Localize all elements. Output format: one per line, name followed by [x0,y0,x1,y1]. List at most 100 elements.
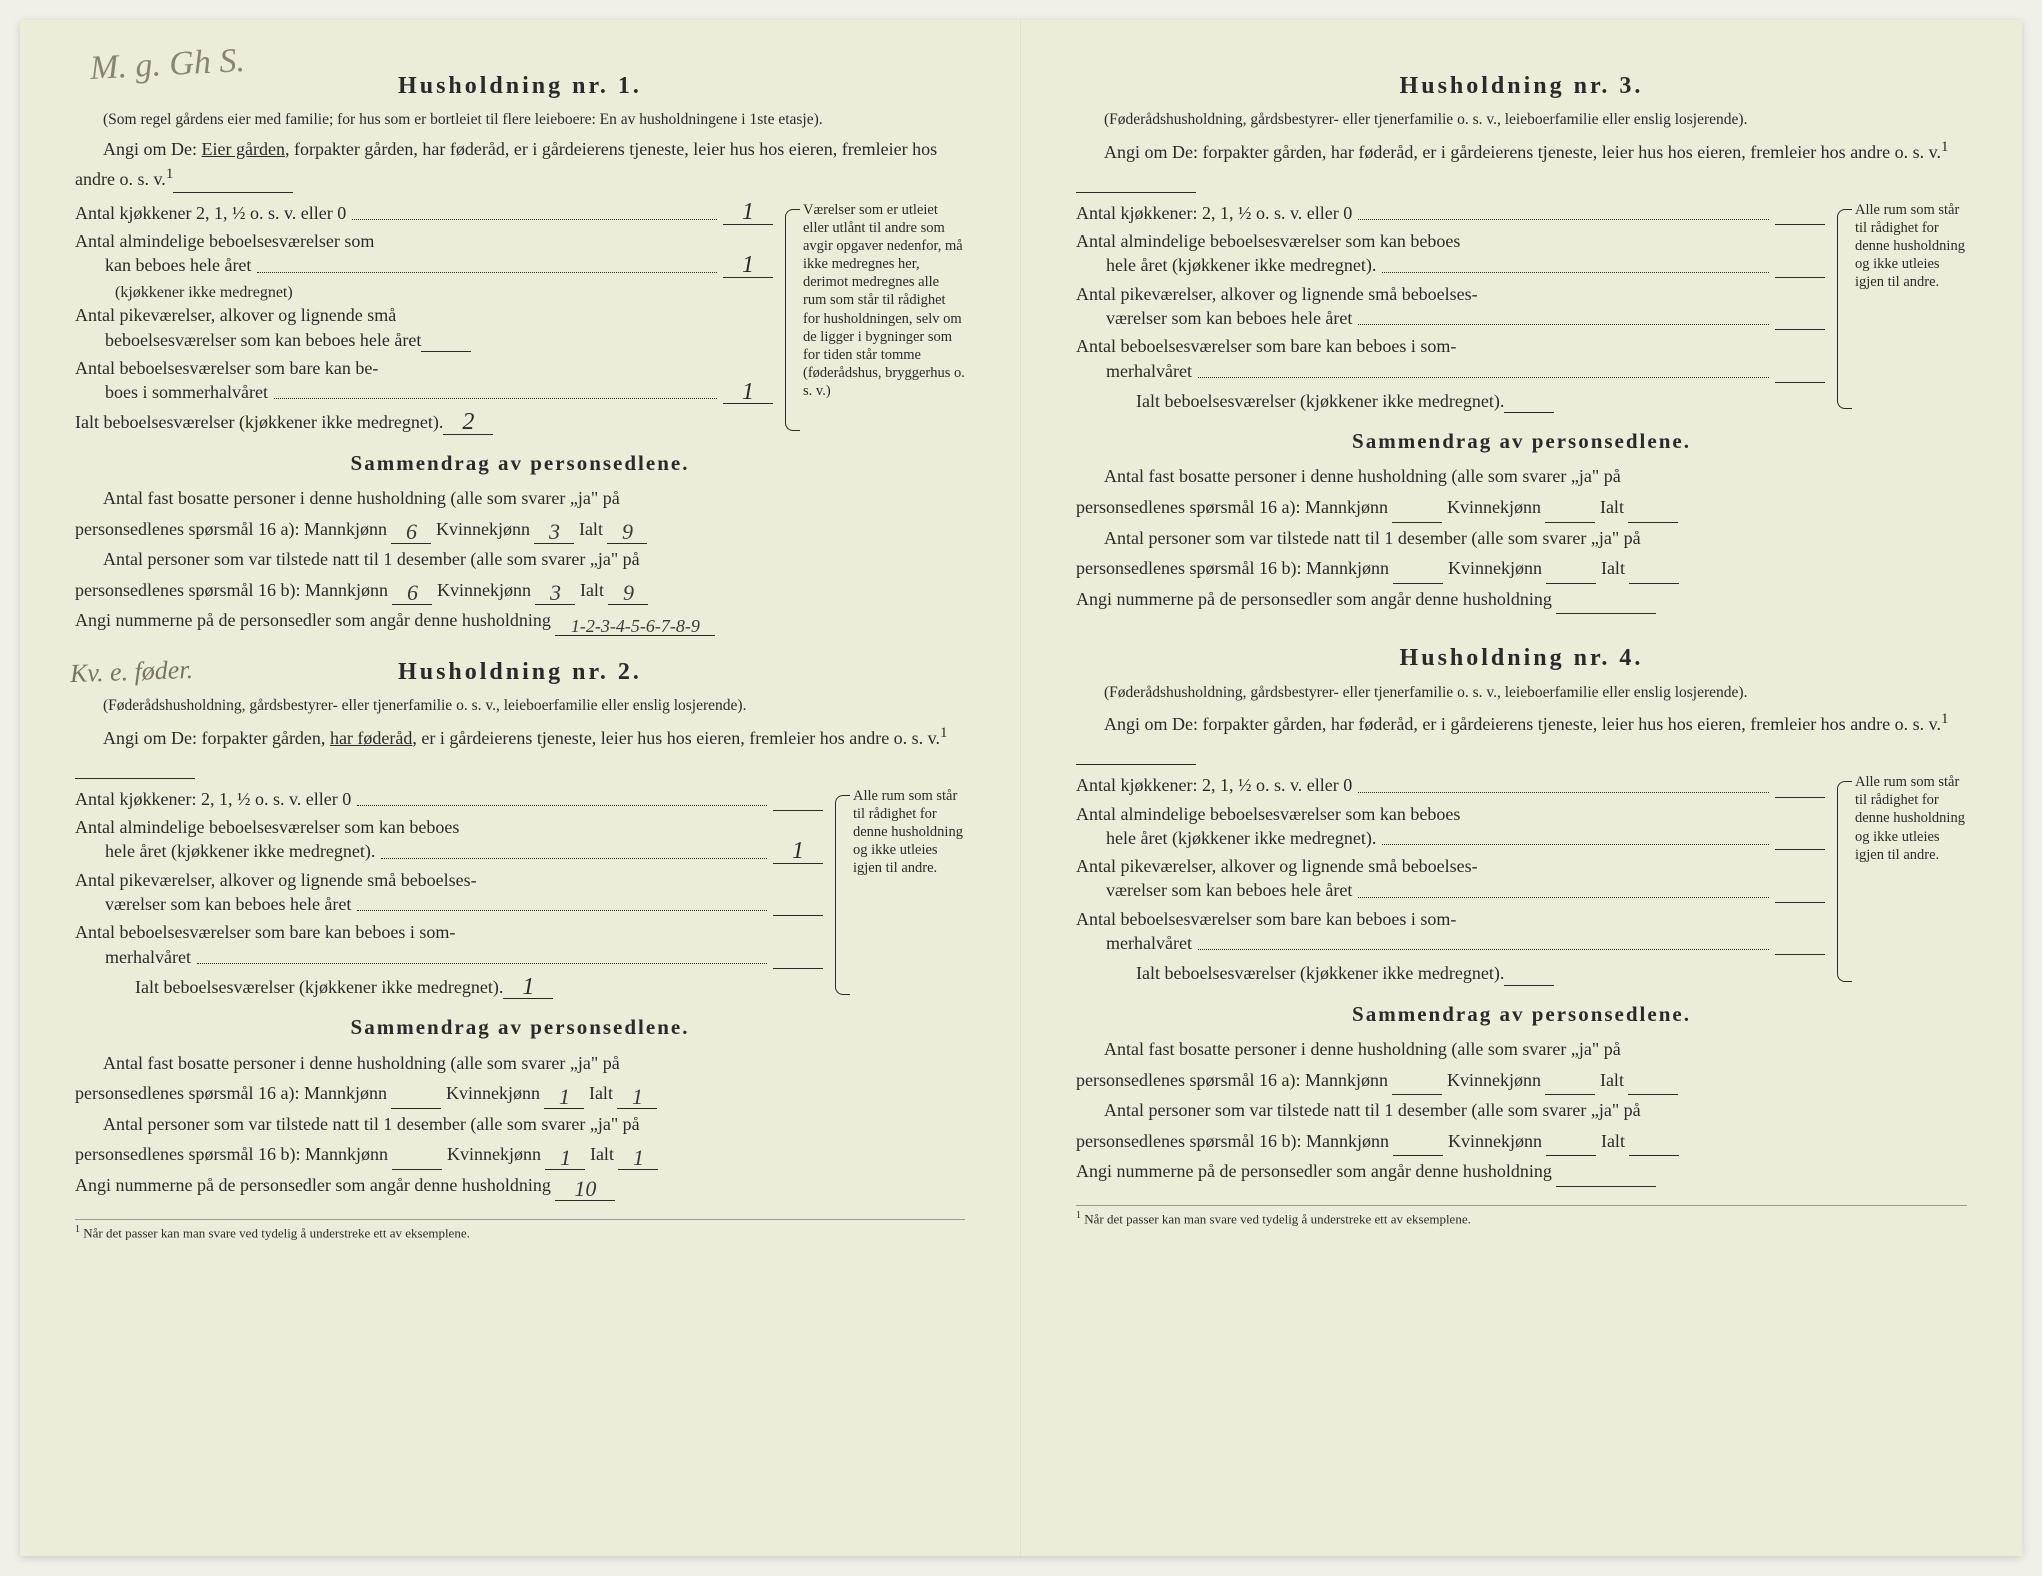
h1-rows-left: Antal kjøkkener 2, 1, ½ o. s. v. eller 0… [75,201,773,439]
h4-nums-label: Angi nummerne på de personsedler som ang… [1076,1161,1552,1181]
h2-nums-label: Angi nummerne på de personsedler som ang… [75,1175,551,1195]
h1-mann-b: 6 [392,582,432,605]
h4-summer-val [1775,954,1825,955]
h1-pike-a: Antal pikeværelser, alkover og lignende … [75,305,396,325]
h3-nums: Angi nummerne på de personsedler som ang… [1076,584,1967,615]
h3-kitchens-label: Antal kjøkkener: 2, 1, ½ o. s. v. eller … [1076,201,1352,225]
h4-angi: Angi om De: forpakter gården, har føderå… [1076,708,1967,765]
h4-kitchens-val [1775,797,1825,798]
footnote-left: 1 Når det passer kan man svare ved tydel… [75,1219,965,1242]
h4-note: (Føderådshusholdning, gårdsbestyrer- ell… [1076,683,1967,702]
h2-title: Husholdning nr. 2. [75,656,965,688]
h3-kvinne-label: Kvinnekjønn [1447,497,1541,517]
h2-ialt-a: 1 [617,1086,657,1109]
h2-rows: Antal kjøkkener: 2, 1, ½ o. s. v. eller … [75,787,965,1003]
h1-ialt-label: Ialt [579,519,603,539]
h2-rooms-a: Antal almindelige beboelsesværelser som … [75,817,459,837]
h4-sum-l2b: personsedlenes spørsmål 16 b): Mannkjønn… [1076,1126,1967,1157]
h4-sum-l2-post: personsedlenes spørsmål 16 b): Mannkjønn [1076,1131,1389,1151]
h2-kitchens-label: Antal kjøkkener: 2, 1, ½ o. s. v. eller … [75,787,351,811]
h1-kvinne-label: Kvinnekjønn [436,519,530,539]
h4-sum-l1-post: personsedlenes spørsmål 16 a): Mannkjønn [1076,1070,1388,1090]
h1-nums-label: Angi nummerne på de personsedler som ang… [75,610,551,630]
h4-kitchens-label: Antal kjøkkener: 2, 1, ½ o. s. v. eller … [1076,773,1352,797]
h1-summer-val: 1 [723,382,773,405]
h1-kvinne-a: 3 [534,521,574,544]
h1-sum-l2: Antal personer som var tilstede natt til… [75,544,965,575]
h1-trail [173,192,293,193]
h3-rooms-a: Antal almindelige beboelsesværelser som … [1076,231,1460,251]
h4-total-val [1504,985,1554,986]
h2-sum-l1b: personsedlenes spørsmål 16 a): Mannkjønn… [75,1078,965,1109]
h2-kitchens-val [773,810,823,811]
h4-pike-b: værelser som kan beboes hele året [1076,878,1352,902]
h1-mann-a: 6 [391,521,431,544]
h4-pike-a: Antal pikeværelser, alkover og lignende … [1076,856,1478,876]
footnote-right: 1 Når det passer kan man svare ved tydel… [1076,1205,1967,1228]
h1-sum-l2-pre: Antal personer som var tilstede natt til… [103,549,640,569]
h1-rooms-b: kan beboes hele året [75,253,251,277]
h2-nums-val: 10 [555,1178,615,1201]
h4-sum-l2: Antal personer som var tilstede natt til… [1076,1095,1967,1126]
h1-kitchens-label: Antal kjøkkener 2, 1, ½ o. s. v. eller 0 [75,201,346,225]
h1-sum-l1-post: personsedlenes spørsmål 16 a): Mannkjønn [75,519,387,539]
h3-sum-l2b: personsedlenes spørsmål 16 b): Mannkjønn… [1076,553,1967,584]
h2-ialt-label: Ialt [589,1083,613,1103]
h1-total-val: 2 [443,412,493,435]
h4-sum-l1b: personsedlenes spørsmål 16 a): Mannkjønn… [1076,1065,1967,1096]
h2-total-label: Ialt beboelsesværelser (kjøkkener ikke m… [135,975,503,999]
h4-rooms-a: Antal almindelige beboelsesværelser som … [1076,804,1460,824]
h3-sum-l1-pre: Antal fast bosatte personer i denne hush… [1104,466,1621,486]
h1-ialt-b: 9 [608,582,648,605]
h2-pike-val [773,915,823,916]
h3-sum-l1b: personsedlenes spørsmål 16 a): Mannkjønn… [1076,492,1967,523]
h4-kvinne-label2: Kvinnekjønn [1448,1131,1542,1151]
h3-sum-l2: Antal personer som var tilstede natt til… [1076,523,1967,554]
h3-sup: 1 [1941,139,1949,155]
h1-rooms-sub: (kjøkkener ikke medregnet) [75,282,773,304]
h3-nums-val [1556,613,1656,614]
footnote-num-r: 1 [1076,1210,1081,1221]
h1-rooms-val: 1 [723,255,773,278]
h2-sum-l2: Antal personer som var tilstede natt til… [75,1109,965,1140]
h2-ialt-b: 1 [618,1147,658,1170]
h3-angi: Angi om De: forpakter gården, har føderå… [1076,136,1967,193]
h2-pike-a: Antal pikeværelser, alkover og lignende … [75,870,477,890]
h3-kitchens-val [1775,224,1825,225]
section-h2: Husholdning nr. 2. (Føderådshusholdning,… [75,656,965,1200]
h2-sup: 1 [940,725,948,741]
h2-trail [75,778,195,779]
h2-kvinne-b: 1 [545,1147,585,1170]
document-spread: M. g. Gh S. Husholdning nr. 1. (Som rege… [20,20,2022,1556]
footnote-text-r: Når det passer kan man svare ved tydelig… [1084,1211,1471,1226]
h2-kvinne-label2: Kvinnekjønn [447,1144,541,1164]
h3-angi-pre: Angi om De: forpakter gården, har føderå… [1104,142,1941,162]
h4-ialt-label2: Ialt [1601,1131,1625,1151]
h2-kvinne-label: Kvinnekjønn [446,1083,540,1103]
h3-note: (Føderådshusholdning, gårdsbestyrer- ell… [1076,110,1967,129]
h2-total-val: 1 [503,977,553,1000]
h4-nums: Angi nummerne på de personsedler som ang… [1076,1156,1967,1187]
h4-rooms-val [1775,849,1825,850]
h3-aside: Alle rum som står til rådighet for denne… [1837,201,1967,417]
h4-sum-l1-pre: Antal fast bosatte personer i denne hush… [1104,1039,1621,1059]
h4-summer-a: Antal beboelsesværelser som bare kan beb… [1076,909,1456,929]
h3-summer-b: merhalvåret [1076,359,1192,383]
h4-rows-left: Antal kjøkkener: 2, 1, ½ o. s. v. eller … [1076,773,1825,989]
h1-kvinne-b: 3 [535,582,575,605]
h2-sum-l2b: personsedlenes spørsmål 16 b): Mannkjønn… [75,1139,965,1170]
page-right: Husholdning nr. 3. (Føderådshusholdning,… [1021,20,2022,1556]
h1-sup: 1 [166,166,174,182]
h3-total-val [1504,412,1554,413]
h1-sum-l1: Antal fast bosatte personer i denne hush… [75,483,965,514]
h1-ialt-a: 9 [607,521,647,544]
h3-rooms-val [1775,277,1825,278]
h1-pike-b: beboelsesværelser som kan beboes hele år… [75,328,421,352]
h1-angi-pre: Angi om De: [103,139,202,159]
h2-rows-left: Antal kjøkkener: 2, 1, ½ o. s. v. eller … [75,787,823,1003]
h1-nums-val: 1-2-3-4-5-6-7-8-9 [555,617,715,636]
h2-note: (Føderådshusholdning, gårdsbestyrer- ell… [75,696,965,715]
h4-trail [1076,764,1196,765]
h1-total-label: Ialt beboelsesværelser (kjøkkener ikke m… [75,410,443,434]
h4-angi-pre: Angi om De: forpakter gården, har føderå… [1104,714,1941,734]
